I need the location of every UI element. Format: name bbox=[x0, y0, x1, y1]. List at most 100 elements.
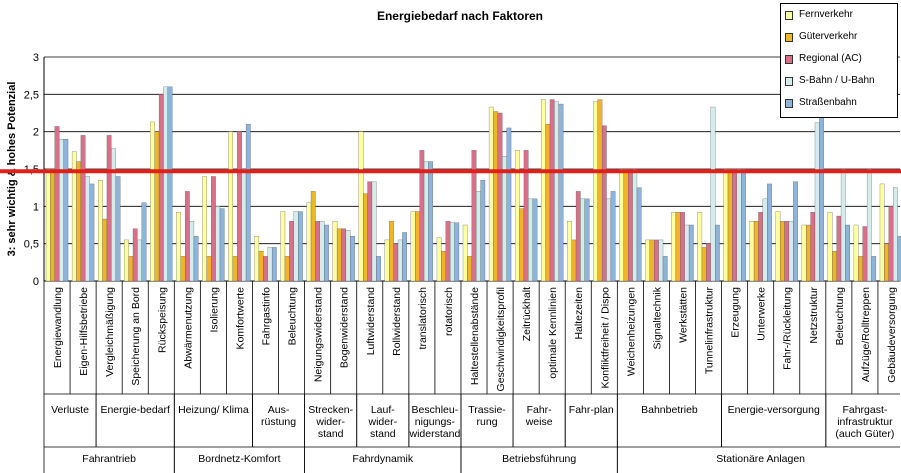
legend-swatch bbox=[785, 11, 793, 20]
bar bbox=[184, 191, 190, 282]
bar bbox=[415, 211, 420, 282]
bar bbox=[706, 243, 711, 282]
bar bbox=[545, 124, 551, 282]
bar bbox=[211, 176, 216, 282]
bar bbox=[280, 211, 286, 282]
bar bbox=[606, 198, 612, 282]
y-tick-label: 1 bbox=[33, 201, 39, 213]
group-label: Strecken-wider-stand bbox=[308, 404, 353, 440]
bar bbox=[610, 191, 616, 282]
bar bbox=[858, 256, 863, 282]
bar bbox=[245, 124, 251, 282]
bar bbox=[506, 127, 512, 282]
bar bbox=[267, 247, 273, 282]
bar bbox=[428, 161, 434, 282]
bar bbox=[76, 161, 82, 282]
legend-label: Fernverkehr bbox=[799, 9, 853, 20]
bar bbox=[736, 168, 742, 282]
bar bbox=[263, 256, 268, 282]
legend-swatch bbox=[785, 99, 793, 108]
bar bbox=[779, 221, 785, 282]
bar bbox=[632, 168, 638, 282]
bar bbox=[363, 193, 368, 282]
bar bbox=[862, 226, 868, 282]
bar bbox=[462, 224, 468, 282]
bar bbox=[89, 183, 95, 282]
bar bbox=[202, 176, 207, 282]
bar bbox=[488, 106, 494, 282]
bar bbox=[853, 224, 859, 282]
x-tick-label: Netzstruktur bbox=[808, 287, 820, 344]
x-tick-label: Fahr-/Rückleitung bbox=[782, 287, 794, 370]
bar bbox=[541, 99, 546, 282]
bar bbox=[115, 176, 121, 282]
bar bbox=[176, 212, 181, 282]
bar bbox=[549, 99, 555, 282]
bar bbox=[106, 135, 112, 282]
x-tick-label: Komfortwerte bbox=[234, 287, 246, 350]
x-tick-label: Bogenwiderstand bbox=[339, 287, 351, 368]
bar bbox=[206, 256, 212, 282]
bar bbox=[671, 212, 677, 282]
group-label: Verluste bbox=[51, 404, 89, 416]
bar bbox=[554, 101, 559, 282]
bar bbox=[871, 256, 877, 282]
bar bbox=[132, 228, 138, 282]
bar bbox=[102, 218, 108, 282]
bar bbox=[675, 212, 681, 282]
bar bbox=[384, 239, 390, 282]
bar bbox=[85, 176, 90, 282]
bar bbox=[649, 239, 655, 282]
legend-label: Regional (AC) bbox=[799, 53, 862, 64]
bar bbox=[528, 198, 533, 282]
x-tick-label: Beleuchtung bbox=[287, 287, 299, 346]
section-label: Fahrantrieb bbox=[82, 453, 136, 465]
bar bbox=[480, 180, 486, 282]
x-tick-label: Luftwiderstand bbox=[365, 287, 377, 355]
group-label: Energie-bedarf bbox=[100, 404, 170, 416]
group-label: Energie-versorgung bbox=[728, 404, 820, 416]
bar bbox=[167, 86, 173, 282]
bar bbox=[623, 168, 629, 282]
bar bbox=[254, 236, 260, 282]
bar bbox=[806, 224, 811, 282]
bar bbox=[597, 99, 603, 282]
bar bbox=[310, 191, 316, 282]
x-tick-label: Energiewandlung bbox=[52, 287, 64, 368]
bar bbox=[111, 148, 116, 282]
bar bbox=[445, 221, 451, 282]
bar bbox=[402, 232, 407, 282]
bar bbox=[662, 256, 668, 282]
bar bbox=[701, 247, 707, 282]
bar bbox=[293, 211, 299, 282]
bar bbox=[358, 131, 364, 282]
bar bbox=[832, 250, 837, 282]
x-tick-label: translatorisch bbox=[417, 287, 429, 350]
bar bbox=[393, 243, 399, 282]
bar bbox=[350, 236, 355, 282]
bar bbox=[571, 239, 577, 282]
bar bbox=[376, 256, 381, 282]
bar bbox=[367, 181, 373, 282]
bar bbox=[80, 135, 86, 282]
bar bbox=[584, 198, 590, 282]
bar bbox=[688, 224, 694, 282]
bar bbox=[237, 131, 242, 282]
x-tick-label: Werkstätten bbox=[677, 287, 689, 343]
bar bbox=[628, 168, 633, 282]
bar bbox=[767, 183, 772, 282]
bar bbox=[727, 168, 733, 282]
bar bbox=[324, 224, 329, 282]
x-tick-label: Gebäudeversorgung bbox=[886, 287, 898, 383]
bar bbox=[289, 221, 294, 282]
bar bbox=[784, 221, 790, 282]
bar bbox=[619, 168, 624, 282]
x-tick-label: Weichenheizungen bbox=[625, 287, 637, 376]
x-tick-label: Tunnelinfrastruktur bbox=[704, 287, 716, 375]
bar bbox=[884, 243, 889, 282]
bar bbox=[158, 94, 164, 282]
x-tick-label: Rückspeisung bbox=[156, 287, 168, 353]
x-tick-label: Isolierung bbox=[208, 287, 220, 333]
bar bbox=[558, 103, 564, 282]
